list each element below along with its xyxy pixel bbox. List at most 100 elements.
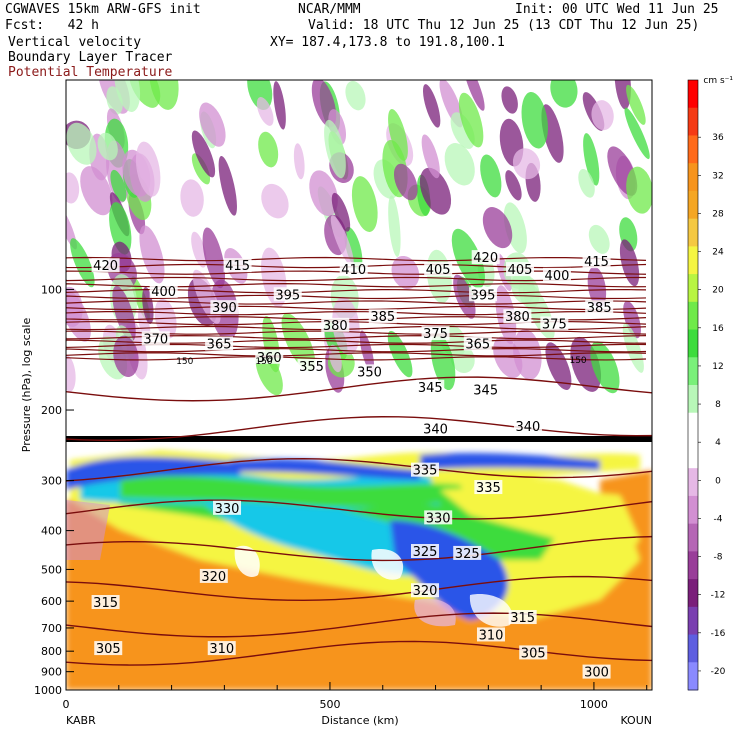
isentrope-line [66,612,652,638]
tropopause-label: 150 [176,357,193,367]
wave-cell [330,215,354,267]
contour-label: 325 [455,547,480,562]
isentrope-line [66,499,652,520]
colorbar-frame [687,79,699,691]
colorbar-swatch [688,135,698,164]
colorbar-swatch [688,163,698,192]
contour-label: 405 [508,263,533,278]
colorbar-label: 12 [712,362,723,372]
colorbar-label: -20 [711,667,726,677]
wave-cell [66,172,80,204]
y-tick-label: 1000 [34,684,62,697]
contour-label: 420 [93,259,118,274]
tropopause-label: 150 [255,357,272,367]
colorbar-swatch [688,385,698,414]
isentrope-line [66,535,652,562]
valid-time: Valid: 18 UTC Thu 12 Jun 25 (13 CDT Thu … [308,18,700,33]
contour-label-bg [91,595,120,610]
contour-label-bg [585,300,614,315]
wave-cell [463,80,485,111]
contour-label-bg [199,568,228,583]
colorbar-swatch [688,357,698,386]
wave-cell [482,207,513,249]
forecast-hour: Fcst: 42 h [5,18,99,33]
wave-cell [480,154,502,198]
colorbar-swatch [688,440,698,469]
field2-label: Boundary Layer Tracer [8,50,173,65]
contour-label: 410 [341,263,366,278]
isentrope-line [66,575,652,602]
org-label: NCAR/MMM [298,2,361,17]
wave-cell [293,143,305,180]
colorbar-label: -16 [711,629,726,639]
wave-cell [419,167,452,215]
colorbar-swatch [688,523,698,552]
wave-cell [623,300,641,339]
y-tick-label: 600 [41,595,62,608]
contour-label: 330 [426,511,451,526]
contour-label-bg [273,287,302,302]
x-axis: 0 500 1000 [63,682,648,711]
contour-label: 380 [505,310,530,325]
y-tick-label: 900 [41,666,62,679]
contour-label: 335 [413,464,438,479]
wave-cell [512,148,541,180]
contour-label-bg [469,287,498,302]
y-tick-label: 300 [41,475,62,488]
contour-label: 370 [143,332,168,347]
colorbar-unit: cm s⁻¹ [703,76,733,86]
wave-cell [583,133,600,186]
wave-cell [70,238,95,288]
contour-label: 310 [479,628,504,643]
wave-cell [345,80,366,111]
field1-label: Vertical velocity [8,35,142,50]
wave-cell [421,134,440,179]
contour-label-bg [207,641,236,656]
wave-cell [110,169,127,202]
y-tick-label: 100 [41,283,62,296]
isentrope-line [66,288,647,294]
y-tick-label: 200 [41,404,62,417]
contour-label: 400 [545,269,570,284]
contour-label: 315 [510,611,535,626]
colorbar-swatch [688,495,698,525]
isentrope-line [66,640,652,666]
colorbar-label: 36 [712,133,724,143]
wave-cell [388,109,408,161]
x-tick-label: 500 [319,698,340,711]
contour-label: 400 [151,285,176,300]
contour-label-bg [410,462,439,477]
contour-label-bg [540,316,569,331]
colorbar-label: 16 [712,324,724,334]
colorbar-label: -8 [714,553,723,563]
contour-label-bg [463,336,492,351]
wave-cell [578,168,595,198]
colorbar-swatch [688,80,698,109]
wave-cell [66,122,97,165]
contour-label-bg [205,336,234,351]
colorbar-swatch [688,412,698,441]
wave-cell [626,166,652,214]
wave-cell [458,92,484,148]
isentrope-line [66,416,652,441]
contour-label: 395 [275,288,300,303]
contour-label-bg [410,583,439,598]
wave-cell [309,170,338,217]
wave-cell [261,183,289,219]
wave-cell [388,195,401,257]
colorbar-swatch [688,634,698,663]
wave-cell [139,225,165,284]
contour-label-bg [368,309,397,324]
troposphere-isentropes [66,376,652,666]
contour-label: 345 [418,381,443,396]
x-axis-label: Distance (km) [321,714,398,727]
contour-label-bg [213,500,242,515]
colorbar-label: -4 [714,514,723,524]
contour-label-bg [339,262,368,277]
colorbar-swatch [688,301,698,331]
wave-cell [97,132,118,161]
wave-cell [135,141,161,197]
wave-cell [430,333,456,391]
contour-label: 320 [413,584,438,599]
contour-label-bg [355,364,384,379]
